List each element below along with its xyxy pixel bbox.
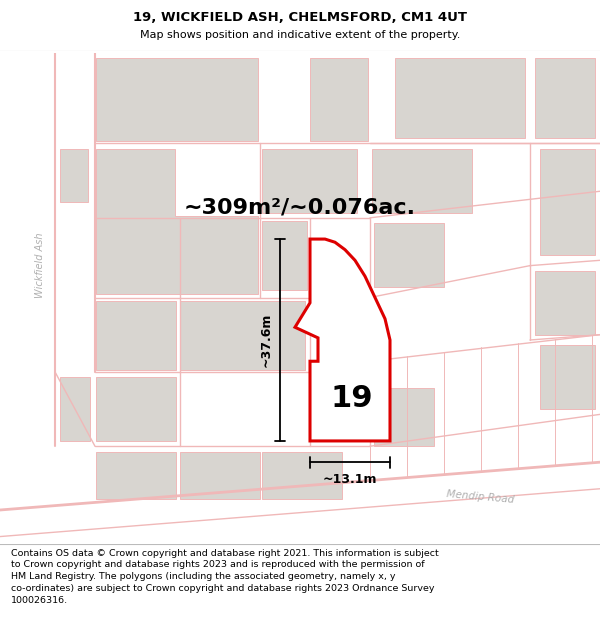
Text: 19: 19: [331, 384, 373, 413]
Text: Map shows position and indicative extent of the property.: Map shows position and indicative extent…: [140, 30, 460, 40]
Bar: [96, 377, 176, 441]
Bar: [262, 149, 357, 213]
Polygon shape: [310, 58, 368, 141]
Bar: [540, 149, 595, 255]
Polygon shape: [96, 149, 258, 294]
Bar: [374, 223, 444, 287]
Text: 19, WICKFIELD ASH, CHELMSFORD, CM1 4UT: 19, WICKFIELD ASH, CHELMSFORD, CM1 4UT: [133, 11, 467, 24]
Bar: [180, 451, 260, 499]
Bar: [180, 301, 305, 370]
Text: ~309m²/~0.076ac.: ~309m²/~0.076ac.: [184, 198, 416, 217]
Bar: [262, 451, 342, 499]
Bar: [535, 271, 595, 335]
Polygon shape: [295, 239, 390, 441]
Bar: [60, 377, 90, 441]
Text: Mendip Road: Mendip Road: [446, 489, 514, 505]
Bar: [395, 58, 525, 138]
Bar: [540, 345, 595, 409]
Polygon shape: [96, 58, 258, 141]
Bar: [535, 58, 595, 138]
Bar: [262, 221, 307, 290]
Bar: [60, 149, 88, 202]
Text: ~13.1m: ~13.1m: [323, 472, 377, 486]
Bar: [96, 451, 176, 499]
Text: ~37.6m: ~37.6m: [260, 312, 272, 367]
Bar: [372, 149, 472, 213]
Bar: [96, 301, 176, 370]
Text: Contains OS data © Crown copyright and database right 2021. This information is : Contains OS data © Crown copyright and d…: [11, 549, 439, 605]
Text: Wickfield Ash: Wickfield Ash: [35, 233, 45, 298]
Bar: [374, 388, 434, 446]
